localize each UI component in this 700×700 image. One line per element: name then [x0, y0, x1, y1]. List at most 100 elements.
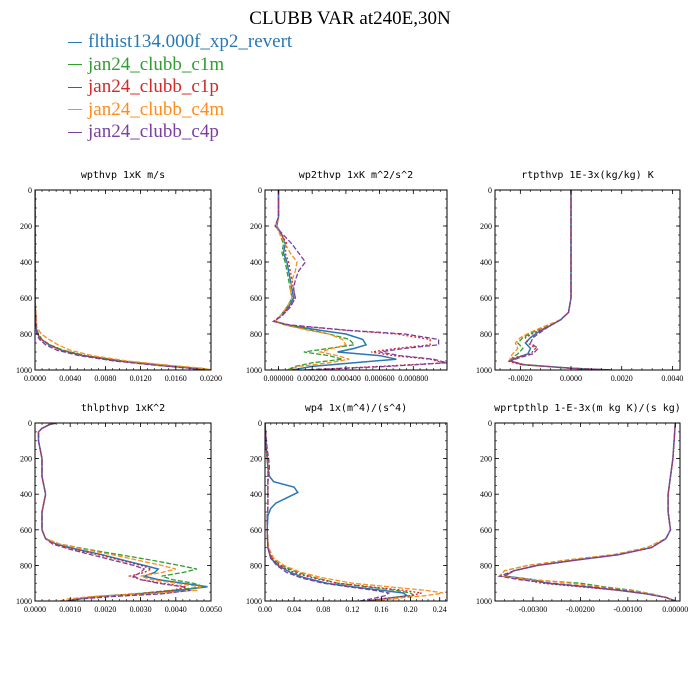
series-line	[498, 423, 676, 601]
series-line	[35, 190, 207, 370]
figure-title: CLUBB VAR at240E,30N	[249, 8, 451, 29]
series-group	[265, 423, 444, 601]
legend-swatch	[68, 109, 82, 111]
x-tick-label: 0.08	[316, 605, 330, 614]
series-line	[37, 423, 208, 601]
x-tick-label: 0.000200	[297, 374, 327, 383]
plot-frame	[494, 422, 681, 602]
y-tick-label: 200	[480, 222, 492, 231]
panel: 0.0000 0.0040 0.0080 0.0120 0.0160 0.0200 0 200…	[16, 170, 222, 383]
legend-item: jan24_clubb_c1p	[68, 76, 292, 99]
series-line	[505, 190, 612, 370]
x-tick-label: 0.24	[433, 605, 447, 614]
legend-swatch	[68, 64, 82, 66]
x-tick-label: -0.0020	[508, 374, 533, 383]
x-tick-label: 0.20	[404, 605, 418, 614]
x-tick-label: 0.000000	[263, 374, 293, 383]
panel-title: wpthvp 1xK m/s	[81, 170, 165, 181]
x-tick-label: 0.000400	[331, 374, 361, 383]
panel: -0.0020 0.0000 0.0020 0.0040 0 200 400 600 800 10…	[476, 170, 683, 383]
x-tick-label: 0.0040	[59, 374, 81, 383]
panel-title: wprtpthlp 1-E-3x(m kg K)/(s kg)	[494, 403, 681, 414]
series-line	[271, 190, 444, 370]
legend-item: flthist134.000f_xp2_revert	[68, 31, 292, 54]
x-tick-label: 0.0000	[24, 605, 46, 614]
panel-title: rtpthvp 1E-3x(kg/kg) K	[521, 170, 653, 181]
series-line	[273, 190, 356, 370]
series-line	[497, 423, 676, 601]
y-tick-label: 0	[258, 419, 262, 428]
series-line	[265, 423, 416, 601]
x-tick-label: 0.0040	[661, 374, 683, 383]
series-group	[271, 190, 447, 370]
x-tick-label: 0.0080	[94, 374, 116, 383]
series-group	[37, 423, 208, 601]
series-group	[505, 190, 612, 370]
series-line	[273, 190, 397, 370]
y-tick-label: 200	[480, 455, 492, 464]
series-line	[265, 423, 422, 601]
series-line	[508, 190, 612, 370]
y-tick-label: 1000	[16, 597, 32, 606]
legend-swatch	[68, 86, 82, 88]
panel-title: wp2thvp 1xK m^2/s^2	[299, 170, 413, 181]
x-tick-label: -0.00100	[613, 605, 642, 614]
x-tick-label: 0.04	[287, 605, 301, 614]
series-line	[35, 190, 211, 370]
x-tick-label: 0.0000	[24, 374, 46, 383]
y-tick-label: 800	[20, 561, 32, 570]
series-line	[502, 423, 677, 601]
x-tick-label: -0.00300	[519, 605, 548, 614]
y-tick-label: 600	[250, 294, 262, 303]
plot-frame	[34, 189, 212, 371]
panel: 0.00 0.04 0.08 0.12 0.16 0.20 0.24 0 200 400 600 80…	[246, 403, 448, 614]
x-tick-label: 0.0020	[94, 605, 116, 614]
y-tick-label: 600	[480, 294, 492, 303]
series-line	[37, 423, 187, 601]
panel: 0.000000 0.000200 0.000400 0.000600 0.000800…	[246, 170, 448, 383]
y-tick-label: 200	[250, 455, 262, 464]
x-tick-label: 0.000800	[398, 374, 428, 383]
series-line	[35, 190, 203, 370]
plot-frame	[34, 422, 212, 602]
panel: 0.0000 0.0010 0.0020 0.0030 0.0040 0.0050 0 200…	[16, 403, 222, 614]
x-tick-label: 0.0010	[59, 605, 81, 614]
y-tick-label: 200	[20, 455, 32, 464]
y-tick-label: 0	[488, 419, 492, 428]
series-line	[271, 190, 447, 370]
series-line	[265, 423, 409, 601]
x-tick-label: 0.0030	[130, 605, 152, 614]
series-line	[37, 423, 202, 601]
y-tick-label: 1000	[246, 597, 262, 606]
y-tick-label: 600	[480, 526, 492, 535]
y-tick-label: 400	[20, 490, 32, 499]
series-line	[35, 190, 211, 370]
x-tick-label: 0.0040	[165, 605, 187, 614]
y-tick-label: 400	[480, 490, 492, 499]
y-tick-label: 0	[28, 419, 32, 428]
legend-label: jan24_clubb_c1p	[88, 76, 219, 98]
series-line	[265, 423, 391, 601]
legend-label: jan24_clubb_c4m	[88, 98, 225, 120]
y-tick-label: 0	[258, 186, 262, 195]
series-group	[35, 190, 211, 370]
y-tick-label: 800	[20, 330, 32, 339]
series-line	[502, 423, 676, 601]
y-tick-label: 0	[488, 186, 492, 195]
y-tick-label: 800	[250, 561, 262, 570]
legend-swatch	[68, 41, 82, 43]
series-line	[498, 423, 676, 601]
y-tick-label: 600	[250, 526, 262, 535]
plot-frame	[494, 189, 681, 371]
y-tick-label: 800	[480, 561, 492, 570]
legend: flthist134.000f_xp2_revert jan24_clubb_c…	[68, 31, 292, 144]
y-tick-label: 600	[20, 294, 32, 303]
y-tick-label: 800	[250, 330, 262, 339]
y-tick-label: 1000	[16, 366, 32, 375]
series-line	[37, 423, 193, 601]
legend-label: flthist134.000f_xp2_revert	[88, 31, 293, 53]
series-line	[37, 423, 205, 601]
y-tick-label: 1000	[476, 366, 492, 375]
y-tick-label: 1000	[246, 366, 262, 375]
series-group	[497, 423, 677, 601]
